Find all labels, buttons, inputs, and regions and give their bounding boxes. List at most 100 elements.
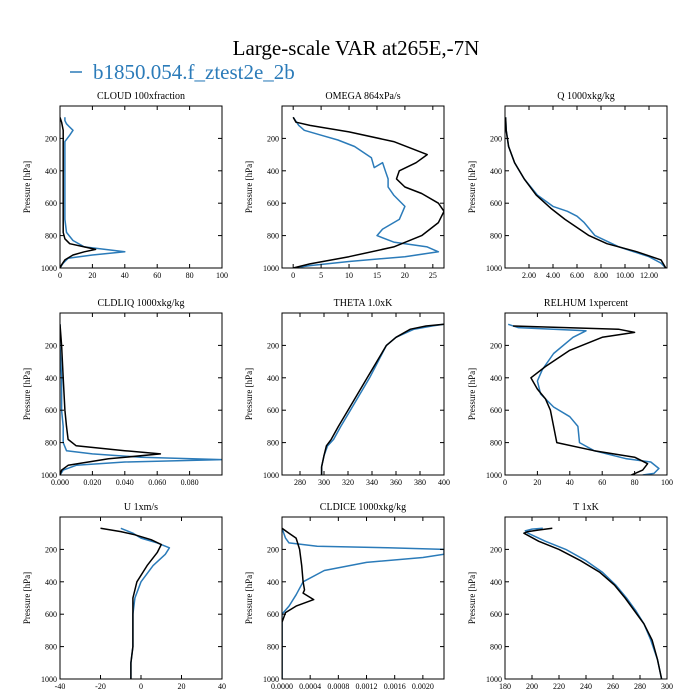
y-tick-label: 800 <box>490 643 502 652</box>
x-tick-label: 260 <box>607 682 619 691</box>
y-tick-label: 600 <box>267 199 279 208</box>
x-tick-label: 0.060 <box>148 478 166 487</box>
y-tick-label: 400 <box>267 578 279 587</box>
legend-label: b1850.054.f_ztest2e_2b <box>93 60 295 84</box>
x-tick-label: 0.000 <box>51 478 69 487</box>
x-tick-label: 6.00 <box>570 271 584 280</box>
y-tick-label: 1000 <box>263 675 279 684</box>
series-line-experiment <box>524 527 663 679</box>
panel-title: U 1xm/s <box>124 502 158 513</box>
series-line-control <box>320 323 444 475</box>
x-tick-label: 360 <box>390 478 402 487</box>
plot-frame <box>281 312 445 476</box>
panel-title: Q 1000xkg/kg <box>557 91 615 102</box>
y-tick-label: 800 <box>45 439 57 448</box>
panel-title: CLDLIQ 1000xkg/kg <box>98 298 185 309</box>
y-axis-label: Pressure [hPa] <box>244 161 254 213</box>
x-tick-label: 4.00 <box>546 271 560 280</box>
x-tick-label: 240 <box>580 682 592 691</box>
y-tick-label: 600 <box>490 406 502 415</box>
panel-6: RELHUM 1xpercent Pressure [hPa] 0 20 40 60 80 1… <box>467 298 673 487</box>
x-tick-label: 5 <box>319 271 323 280</box>
plot-frame <box>281 516 445 680</box>
x-tick-label: 12.00 <box>640 271 658 280</box>
x-tick-label: 0 <box>139 682 143 691</box>
y-tick-label: 1000 <box>41 471 57 480</box>
x-tick-label: 80 <box>631 478 639 487</box>
y-tick-label: 200 <box>45 341 57 350</box>
panel-title: RELHUM 1xpercent <box>544 298 628 309</box>
x-tick-label: 220 <box>553 682 565 691</box>
x-tick-label: 0.0008 <box>327 682 349 691</box>
x-tick-label: -40 <box>55 682 66 691</box>
panel-title: CLDICE 1000xkg/kg <box>320 502 406 513</box>
x-tick-label: 200 <box>526 682 538 691</box>
y-tick-label: 800 <box>267 232 279 241</box>
y-axis-label: Pressure [hPa] <box>244 368 254 420</box>
x-tick-label: 300 <box>661 682 673 691</box>
panel-title: CLOUD 100xfraction <box>97 91 185 102</box>
plot-frame <box>281 105 445 269</box>
x-tick-label: 300 <box>318 478 330 487</box>
panel-title: THETA 1.0xK <box>334 298 393 309</box>
x-tick-label: 0.0012 <box>356 682 378 691</box>
x-tick-label: 0.0020 <box>412 682 434 691</box>
y-axis-label: Pressure [hPa] <box>467 368 477 420</box>
plot-frame <box>504 105 668 269</box>
y-tick-label: 400 <box>490 578 502 587</box>
x-tick-label: 0 <box>58 271 62 280</box>
y-tick-label: 1000 <box>41 264 57 273</box>
series-line-experiment <box>505 117 667 268</box>
series-line-experiment <box>507 323 660 475</box>
x-tick-label: 15 <box>373 271 381 280</box>
x-tick-label: 400 <box>438 478 450 487</box>
series-line-experiment <box>282 528 444 679</box>
legend: b1850.054.f_ztest2e_2b <box>70 60 295 84</box>
panel-5: THETA 1.0xK Pressure [hPa] 280 300 320 340 360… <box>244 298 450 487</box>
y-axis-label: Pressure [hPa] <box>467 161 477 213</box>
y-tick-label: 1000 <box>486 471 502 480</box>
x-tick-label: -20 <box>95 682 106 691</box>
y-tick-label: 400 <box>490 167 502 176</box>
panel-title: T 1xK <box>573 502 599 513</box>
y-tick-label: 1000 <box>263 471 279 480</box>
y-tick-label: 200 <box>267 545 279 554</box>
y-tick-label: 200 <box>490 134 502 143</box>
x-tick-label: 0.0016 <box>384 682 406 691</box>
plot-frame <box>59 105 223 269</box>
x-tick-label: 80 <box>186 271 194 280</box>
y-tick-label: 1000 <box>41 675 57 684</box>
y-tick-label: 600 <box>45 610 57 619</box>
y-tick-label: 800 <box>45 643 57 652</box>
panel-9: T 1xK Pressure [hPa] 180 200 220 240 260 280 300… <box>467 502 673 691</box>
y-tick-label: 200 <box>490 341 502 350</box>
x-tick-label: 40 <box>566 478 574 487</box>
y-tick-label: 1000 <box>486 675 502 684</box>
figure-title: Large-scale VAR at265E,-7N <box>233 36 480 60</box>
panels: CLOUD 100xfraction Pressure [hPa] 0 20 40 60 8… <box>22 91 673 691</box>
x-tick-label: 10.00 <box>616 271 634 280</box>
y-tick-label: 600 <box>267 610 279 619</box>
y-tick-label: 1000 <box>263 264 279 273</box>
y-tick-label: 600 <box>490 610 502 619</box>
x-tick-label: 40 <box>218 682 226 691</box>
x-tick-label: 20 <box>401 271 409 280</box>
y-tick-label: 600 <box>45 199 57 208</box>
y-axis-label: Pressure [hPa] <box>22 572 32 624</box>
x-tick-label: 0 <box>291 271 295 280</box>
x-tick-label: 340 <box>366 478 378 487</box>
y-tick-label: 200 <box>267 341 279 350</box>
y-tick-label: 400 <box>267 167 279 176</box>
x-tick-label: 8.00 <box>594 271 608 280</box>
y-tick-label: 200 <box>490 545 502 554</box>
y-tick-label: 400 <box>490 374 502 383</box>
y-tick-label: 400 <box>45 578 57 587</box>
panel-7: U 1xm/s Pressure [hPa] -40 -20 0 20 40 200 400 60… <box>22 502 226 691</box>
x-tick-label: 40 <box>121 271 129 280</box>
x-tick-label: 100 <box>216 271 228 280</box>
y-axis-label: Pressure [hPa] <box>22 368 32 420</box>
x-tick-label: 0 <box>503 478 507 487</box>
x-tick-label: 0.0004 <box>299 682 321 691</box>
x-tick-label: 0.080 <box>181 478 199 487</box>
x-tick-label: 180 <box>499 682 511 691</box>
